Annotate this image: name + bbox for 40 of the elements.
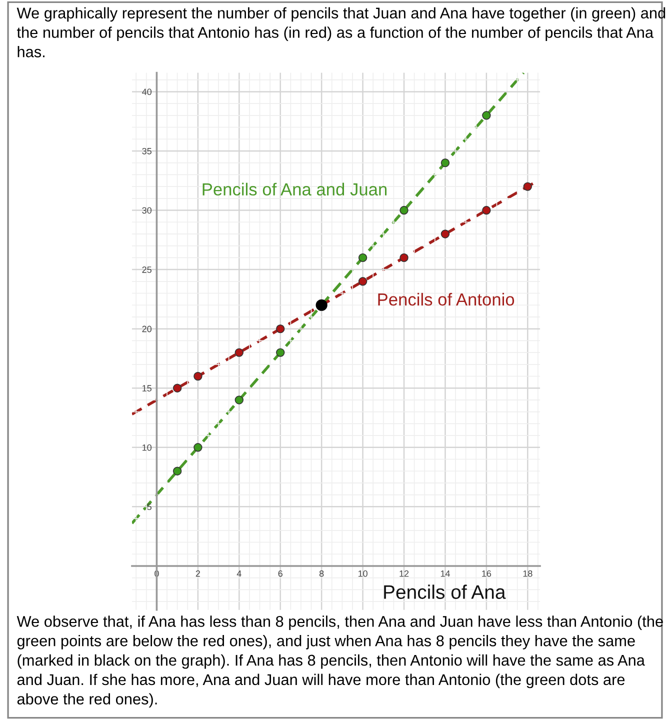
point xyxy=(440,230,450,238)
point xyxy=(523,182,532,191)
y-tick-label: 10 xyxy=(142,444,152,451)
x-tick-label: 18 xyxy=(523,570,532,577)
x-tick-label: 6 xyxy=(278,570,282,577)
x-tick-label: 10 xyxy=(358,570,368,577)
point xyxy=(358,253,368,262)
point xyxy=(276,348,285,357)
series-label: Pencils of Antonio xyxy=(378,292,514,306)
point xyxy=(194,443,202,452)
point xyxy=(172,466,182,476)
y-tick-label: 30 xyxy=(142,207,152,214)
point xyxy=(276,324,285,334)
y-tick-label: 35 xyxy=(142,148,152,154)
point xyxy=(316,299,328,311)
text: We observe that, if Ana has less than 8 pencils, then Ana and Juan have less than Antonio (the green points are below the red ones), and just when Ana has 8 pencils they have the same (marked in black on the graph). If Ana has 8 pencils, then Antonio will have the same as Ana and Juan. If she has more, Ana and Juan will have more than Antonio (the green dots are above the red ones). xyxy=(16,616,663,708)
point xyxy=(440,158,450,168)
x-tick-label: 2 xyxy=(196,570,200,577)
x-tick-label: 8 xyxy=(319,570,324,577)
chart-title: We graphically represent the number of pencils that Juan and Ana have together (in green) and the number of pencils that Antonio has (in red) as a function of the number of pencils that Ana has. xyxy=(16,7,666,58)
y-tick-label: 20 xyxy=(142,326,152,332)
point xyxy=(172,384,182,392)
point xyxy=(400,206,408,215)
point xyxy=(482,206,491,215)
y-tick-label: 25 xyxy=(142,266,152,273)
x-tick-label: 16 xyxy=(482,570,492,577)
point xyxy=(234,348,244,357)
x-tick-label: 4 xyxy=(236,570,242,577)
point xyxy=(194,372,202,381)
point xyxy=(482,111,491,120)
point xyxy=(358,277,368,286)
point xyxy=(234,396,244,404)
x-tick-label: 14 xyxy=(440,570,450,577)
series-label: Pencils of Ana and Juan xyxy=(202,182,387,196)
y-tick-label: 40 xyxy=(142,88,152,96)
x-axis-title: Pencils of Ana xyxy=(384,584,506,599)
y-tick-label: 5 xyxy=(147,504,152,510)
point xyxy=(400,253,408,262)
x-tick-label: 12 xyxy=(400,570,409,577)
y-tick-label: 15 xyxy=(142,385,152,392)
